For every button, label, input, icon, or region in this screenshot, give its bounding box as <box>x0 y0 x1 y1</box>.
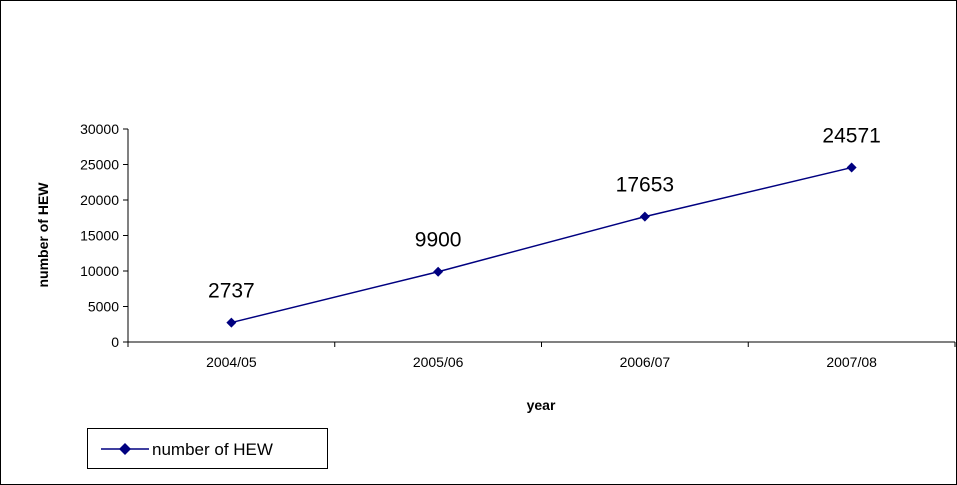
series-layer <box>226 162 857 328</box>
y-tick-label: 10000 <box>80 263 119 279</box>
y-axis: 0 5000 10000 15000 20000 25000 30000 <box>80 121 129 350</box>
data-point <box>639 211 650 222</box>
series-line <box>231 166 852 324</box>
x-tick-label: 2005/06 <box>413 354 464 370</box>
x-axis-title: year <box>527 397 556 413</box>
y-tick-label: 20000 <box>80 192 119 208</box>
legend-label: number of HEW <box>152 440 273 459</box>
data-point <box>846 162 857 173</box>
y-tick-label: 15000 <box>80 228 119 244</box>
x-tick-label: 2007/08 <box>826 354 877 370</box>
data-point <box>226 317 237 328</box>
data-labels: 2737 9900 17653 24571 <box>208 125 881 303</box>
y-tick-label: 5000 <box>88 299 119 315</box>
data-label: 9900 <box>415 229 462 252</box>
x-tick-label: 2004/05 <box>206 354 257 370</box>
legend-marker <box>119 443 131 455</box>
data-label: 17653 <box>616 174 674 197</box>
y-tick-label: 0 <box>111 334 119 350</box>
x-axis: 2004/05 2005/06 2006/07 2007/08 <box>127 341 956 370</box>
y-tick-label: 25000 <box>80 157 119 173</box>
x-tick-label: 2006/07 <box>620 354 671 370</box>
y-tick-label: 30000 <box>80 121 119 137</box>
legend: number of HEW <box>87 428 328 469</box>
data-point <box>433 266 444 277</box>
data-label: 24571 <box>822 125 880 148</box>
data-label: 2737 <box>208 280 255 303</box>
y-axis-title: number of HEW <box>35 182 51 288</box>
